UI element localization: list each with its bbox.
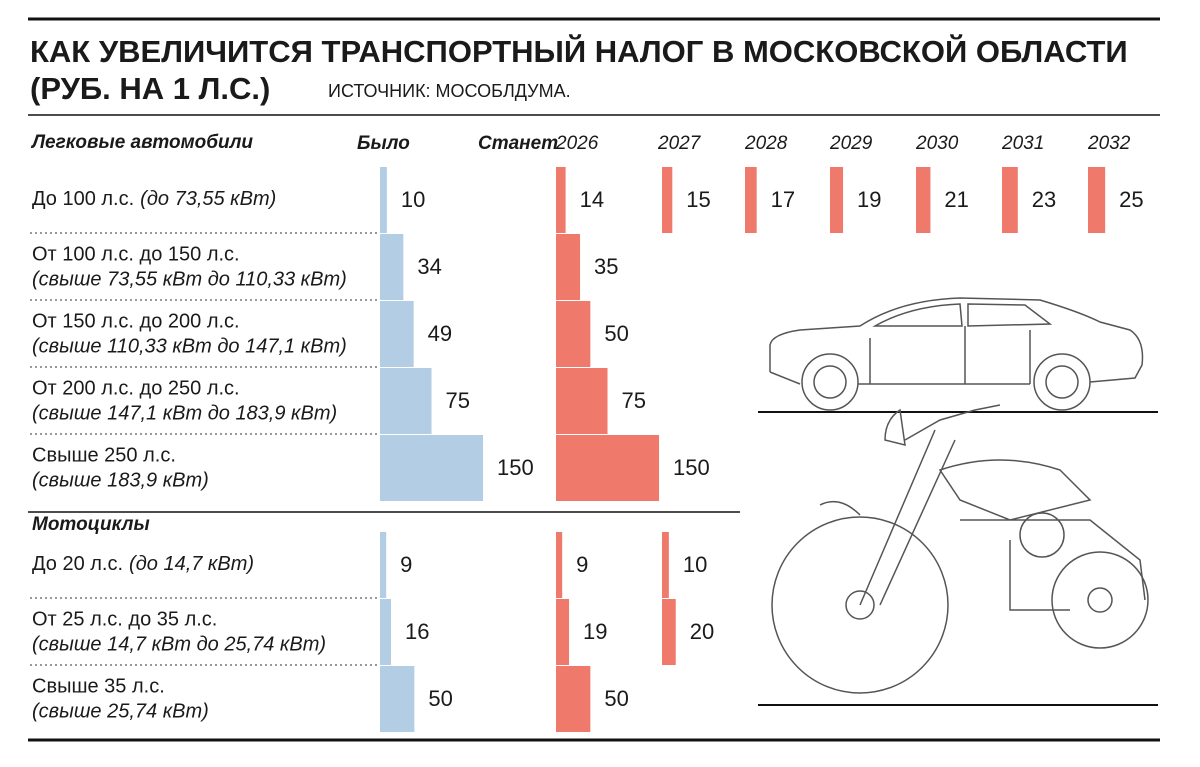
bar	[380, 234, 404, 300]
column-header: 2029	[829, 133, 873, 154]
row-sublabel: (свыше 25,74 кВт)	[32, 700, 209, 722]
row-sublabel: (свыше 110,33 кВт до 147,1 кВт)	[32, 335, 347, 357]
value-label: 19	[583, 619, 607, 644]
group-title: Мотоциклы	[32, 514, 150, 535]
value-label: 50	[604, 321, 628, 346]
bar	[380, 167, 387, 233]
future-header: Станет	[478, 133, 558, 154]
row-label-main: До 20 л.с.	[32, 553, 123, 575]
bar	[380, 435, 484, 501]
bar	[380, 599, 391, 665]
bar	[556, 599, 570, 665]
value-label: 15	[686, 187, 710, 212]
group-title: Легковые автомобили	[30, 132, 253, 153]
bar	[380, 368, 432, 434]
bar	[662, 532, 669, 598]
value-label: 17	[771, 187, 795, 212]
row-label: От 25 л.с. до 35 л.с.	[32, 608, 217, 630]
motorcycle-illustration	[758, 404, 1158, 706]
bar	[662, 167, 673, 233]
bar	[745, 167, 757, 233]
car-illustration	[758, 297, 1158, 413]
bar	[830, 167, 844, 233]
row-label: Свыше 35 л.с.	[32, 675, 165, 697]
column-header: 2032	[1087, 133, 1131, 154]
row-label: Свыше 250 л.с.	[32, 444, 176, 466]
row-label: От 100 л.с. до 150 л.с.	[32, 243, 240, 265]
value-label: 19	[857, 187, 881, 212]
bar	[1002, 167, 1018, 233]
row-label: До 20 л.с. (до 14,7 кВт)	[32, 553, 254, 575]
value-label: 35	[594, 254, 618, 279]
column-header: 2031	[1001, 133, 1044, 154]
value-label: 14	[580, 187, 604, 212]
value-label: 10	[683, 552, 707, 577]
bar	[1088, 167, 1106, 233]
bar	[556, 301, 591, 367]
value-label: 49	[428, 321, 452, 346]
source: ИСТОЧНИК: МОСОБЛДУМА.	[328, 81, 571, 101]
value-label: 10	[401, 187, 425, 212]
bar	[556, 234, 581, 300]
column-header: Было	[357, 133, 410, 154]
bar	[916, 167, 931, 233]
row-label: От 150 л.с. до 200 л.с.	[32, 310, 240, 332]
row-label-main: До 100 л.с.	[32, 188, 134, 210]
bar	[556, 368, 608, 434]
bar	[556, 666, 591, 732]
bar	[380, 666, 415, 732]
bar	[662, 599, 676, 665]
title-line-1: КАК УВЕЛИЧИТСЯ ТРАНСПОРТНЫЙ НАЛОГ В МОСК…	[30, 33, 1128, 69]
value-label: 21	[944, 187, 968, 212]
value-label: 23	[1032, 187, 1056, 212]
value-label: 9	[576, 552, 588, 577]
value-label: 75	[446, 388, 470, 413]
value-label: 9	[400, 552, 412, 577]
row-label-sub: (до 73,55 кВт)	[140, 188, 276, 210]
row-label-sub: (до 14,7 кВт)	[129, 553, 254, 575]
value-label: 25	[1119, 187, 1143, 212]
bar	[380, 532, 387, 598]
bar	[556, 167, 566, 233]
row-sublabel: (свыше 147,1 кВт до 183,9 кВт)	[32, 402, 337, 424]
bar	[556, 532, 563, 598]
value-label: 20	[690, 619, 714, 644]
value-label: 16	[405, 619, 429, 644]
row-label: От 200 л.с. до 250 л.с.	[32, 377, 240, 399]
column-header: 2026	[555, 133, 599, 154]
value-label: 150	[673, 455, 710, 480]
column-header: 2028	[744, 133, 788, 154]
bar	[556, 435, 660, 501]
row-sublabel: (свыше 14,7 кВт до 25,74 кВт)	[32, 633, 326, 655]
title-line-2: (РУБ. НА 1 Л.С.)	[30, 71, 270, 106]
row-sublabel: (свыше 73,55 кВт до 110,33 кВт)	[32, 268, 347, 290]
column-header: 2030	[915, 133, 959, 154]
value-label: 50	[428, 686, 452, 711]
value-label: 34	[417, 254, 441, 279]
row-sublabel: (свыше 183,9 кВт)	[32, 469, 209, 491]
value-label: 50	[604, 686, 628, 711]
value-label: 150	[497, 455, 534, 480]
column-header: 2027	[657, 133, 702, 154]
bar	[380, 301, 414, 367]
value-label: 75	[622, 388, 646, 413]
row-label: До 100 л.с. (до 73,55 кВт)	[32, 188, 276, 210]
